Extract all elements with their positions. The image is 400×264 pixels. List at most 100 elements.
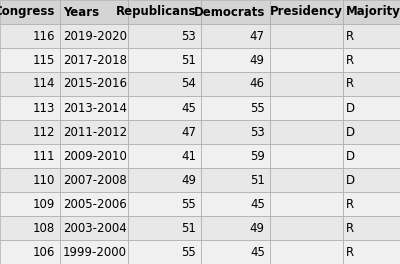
Bar xyxy=(201,96,270,120)
Bar xyxy=(0,96,60,120)
Bar xyxy=(128,0,201,24)
Text: 53: 53 xyxy=(250,125,265,139)
Bar xyxy=(270,168,342,192)
Bar xyxy=(342,120,400,144)
Bar xyxy=(201,240,270,264)
Text: D: D xyxy=(346,101,355,115)
Text: 55: 55 xyxy=(250,101,265,115)
Bar xyxy=(201,24,270,48)
Bar xyxy=(128,216,201,240)
Bar xyxy=(201,48,270,72)
Text: 47: 47 xyxy=(181,125,196,139)
Bar xyxy=(342,72,400,96)
Text: 49: 49 xyxy=(181,173,196,186)
Bar xyxy=(60,96,128,120)
Text: 49: 49 xyxy=(250,54,265,67)
Bar xyxy=(128,192,201,216)
Text: 47: 47 xyxy=(250,30,265,43)
Text: 109: 109 xyxy=(32,197,55,210)
Bar xyxy=(270,24,342,48)
Text: Presidency: Presidency xyxy=(270,6,342,18)
Bar xyxy=(342,48,400,72)
Text: 2005-2006: 2005-2006 xyxy=(63,197,127,210)
Text: 55: 55 xyxy=(182,197,196,210)
Bar xyxy=(270,120,342,144)
Text: 51: 51 xyxy=(182,54,196,67)
Text: R: R xyxy=(346,30,354,43)
Text: 2011-2012: 2011-2012 xyxy=(63,125,127,139)
Text: 116: 116 xyxy=(32,30,55,43)
Text: 45: 45 xyxy=(250,197,265,210)
Text: 1999-2000: 1999-2000 xyxy=(63,246,127,258)
Bar xyxy=(270,144,342,168)
Bar xyxy=(270,216,342,240)
Bar xyxy=(60,168,128,192)
Text: 2015-2016: 2015-2016 xyxy=(63,78,127,91)
Text: 2003-2004: 2003-2004 xyxy=(63,221,127,234)
Text: 51: 51 xyxy=(182,221,196,234)
Text: 59: 59 xyxy=(250,149,265,163)
Text: 114: 114 xyxy=(32,78,55,91)
Bar xyxy=(128,48,201,72)
Text: Congress: Congress xyxy=(0,6,55,18)
Text: 113: 113 xyxy=(32,101,55,115)
Text: 115: 115 xyxy=(32,54,55,67)
Bar xyxy=(0,0,60,24)
Bar xyxy=(128,96,201,120)
Text: R: R xyxy=(346,246,354,258)
Text: R: R xyxy=(346,78,354,91)
Bar xyxy=(128,24,201,48)
Text: 54: 54 xyxy=(182,78,196,91)
Text: 2017-2018: 2017-2018 xyxy=(63,54,127,67)
Bar xyxy=(342,216,400,240)
Bar xyxy=(270,192,342,216)
Bar xyxy=(128,168,201,192)
Bar xyxy=(342,24,400,48)
Bar xyxy=(60,48,128,72)
Text: 51: 51 xyxy=(250,173,265,186)
Bar xyxy=(0,24,60,48)
Bar xyxy=(201,144,270,168)
Bar xyxy=(270,72,342,96)
Bar xyxy=(60,192,128,216)
Text: 41: 41 xyxy=(181,149,196,163)
Bar xyxy=(0,48,60,72)
Text: 106: 106 xyxy=(32,246,55,258)
Text: 2019-2020: 2019-2020 xyxy=(63,30,127,43)
Bar xyxy=(201,72,270,96)
Bar xyxy=(60,72,128,96)
Bar xyxy=(60,144,128,168)
Bar xyxy=(201,216,270,240)
Text: Majority: Majority xyxy=(346,6,400,18)
Bar xyxy=(0,72,60,96)
Text: 46: 46 xyxy=(250,78,265,91)
Text: 110: 110 xyxy=(32,173,55,186)
Text: Republicans: Republicans xyxy=(116,6,196,18)
Bar xyxy=(201,192,270,216)
Bar xyxy=(60,24,128,48)
Text: Democrats: Democrats xyxy=(194,6,265,18)
Bar xyxy=(342,0,400,24)
Text: 2007-2008: 2007-2008 xyxy=(63,173,127,186)
Bar xyxy=(128,240,201,264)
Text: 112: 112 xyxy=(32,125,55,139)
Bar xyxy=(201,168,270,192)
Text: D: D xyxy=(346,173,355,186)
Bar xyxy=(270,96,342,120)
Bar xyxy=(60,0,128,24)
Bar xyxy=(0,168,60,192)
Bar xyxy=(128,120,201,144)
Bar xyxy=(0,144,60,168)
Bar xyxy=(270,48,342,72)
Bar xyxy=(342,240,400,264)
Bar xyxy=(201,0,270,24)
Bar xyxy=(201,120,270,144)
Bar xyxy=(60,216,128,240)
Text: 111: 111 xyxy=(32,149,55,163)
Bar xyxy=(128,72,201,96)
Text: D: D xyxy=(346,125,355,139)
Text: D: D xyxy=(346,149,355,163)
Text: R: R xyxy=(346,197,354,210)
Text: 2013-2014: 2013-2014 xyxy=(63,101,127,115)
Bar xyxy=(270,0,342,24)
